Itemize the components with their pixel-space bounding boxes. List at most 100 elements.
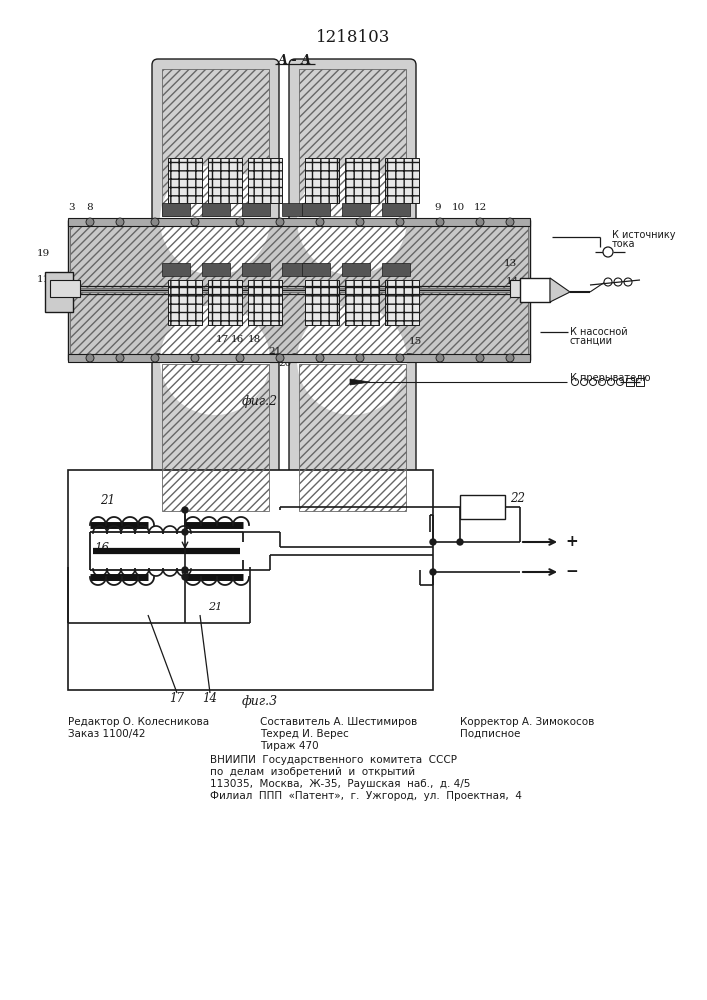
Text: 16: 16	[95, 542, 110, 554]
Text: фиг.3: фиг.3	[242, 696, 278, 708]
Bar	[68, 354, 530, 362]
Circle shape	[604, 278, 612, 286]
Circle shape	[603, 247, 613, 257]
Text: Корректор А. Зимокосов: Корректор А. Зимокосов	[460, 717, 595, 727]
Text: 15: 15	[409, 338, 421, 347]
Text: 17: 17	[170, 692, 185, 704]
Text: Составитель А. Шестимиров: Составитель А. Шестимиров	[260, 717, 417, 727]
Circle shape	[396, 218, 404, 226]
Circle shape	[182, 507, 188, 513]
Bar	[208, 280, 242, 325]
Bar	[636, 378, 644, 386]
Text: К прерывателю: К прерывателю	[570, 373, 650, 383]
Text: 1218103: 1218103	[316, 28, 390, 45]
Text: 3: 3	[69, 202, 76, 212]
FancyBboxPatch shape	[289, 59, 416, 226]
Bar	[385, 280, 419, 325]
Bar	[248, 158, 282, 203]
Text: А - А: А - А	[278, 53, 312, 66]
Text: Подписное: Подписное	[460, 729, 520, 739]
Bar	[168, 280, 202, 325]
Text: Редактор О. Колесникова: Редактор О. Колесникова	[68, 717, 209, 727]
Circle shape	[316, 218, 324, 226]
Text: 17: 17	[216, 336, 228, 344]
Bar	[242, 203, 270, 216]
Bar	[68, 290, 530, 360]
Bar	[68, 470, 433, 690]
Circle shape	[436, 218, 444, 226]
Bar	[302, 203, 330, 216]
Text: 13: 13	[503, 259, 517, 268]
Circle shape	[476, 354, 484, 362]
Circle shape	[182, 529, 188, 535]
FancyBboxPatch shape	[152, 354, 279, 521]
Text: 16: 16	[230, 336, 244, 344]
FancyBboxPatch shape	[289, 354, 416, 521]
Text: 21: 21	[269, 348, 281, 357]
Bar	[385, 158, 419, 203]
Text: 21: 21	[100, 493, 115, 506]
Text: тока: тока	[612, 239, 636, 249]
Circle shape	[160, 305, 270, 415]
Text: Филиал  ППП  «Патент»,  г.  Ужгород,  ул.  Проектная,  4: Филиал ППП «Патент», г. Ужгород, ул. Про…	[210, 791, 522, 801]
Text: станции: станции	[570, 336, 613, 346]
Bar	[162, 263, 190, 276]
Polygon shape	[550, 278, 570, 302]
Bar	[168, 158, 202, 203]
Circle shape	[236, 218, 244, 226]
Text: Тираж 470: Тираж 470	[260, 741, 319, 751]
Text: 19: 19	[36, 249, 49, 258]
Bar	[382, 203, 410, 216]
Bar	[510, 280, 535, 297]
Bar	[282, 203, 310, 216]
Text: +: +	[565, 534, 578, 550]
Text: Техред И. Верес: Техред И. Верес	[260, 729, 349, 739]
Circle shape	[506, 218, 514, 226]
Circle shape	[182, 567, 188, 573]
Text: К источнику: К источнику	[612, 230, 675, 240]
Bar	[282, 263, 310, 276]
Text: 20: 20	[279, 359, 291, 367]
Circle shape	[236, 354, 244, 362]
Circle shape	[624, 278, 632, 286]
Circle shape	[430, 569, 436, 575]
Bar	[345, 280, 379, 325]
Circle shape	[356, 218, 364, 226]
Text: 11: 11	[36, 275, 49, 284]
Bar	[520, 278, 550, 302]
Bar	[70, 292, 528, 358]
Text: К насосной: К насосной	[570, 327, 628, 337]
Circle shape	[191, 218, 199, 226]
Bar	[342, 263, 370, 276]
Bar	[208, 158, 242, 203]
Circle shape	[476, 218, 484, 226]
Circle shape	[182, 574, 188, 580]
Text: Заказ 1100/42: Заказ 1100/42	[68, 729, 146, 739]
Text: 21: 21	[208, 602, 222, 612]
Bar	[305, 280, 339, 325]
Text: 113035,  Москва,  Ж-35,  Раушская  наб.,  д. 4/5: 113035, Москва, Ж-35, Раушская наб., д. …	[210, 779, 470, 789]
Bar	[382, 263, 410, 276]
Bar	[302, 263, 330, 276]
Circle shape	[151, 354, 159, 362]
Bar	[202, 263, 230, 276]
FancyBboxPatch shape	[152, 59, 279, 226]
Bar	[202, 203, 230, 216]
Circle shape	[151, 218, 159, 226]
Circle shape	[297, 305, 407, 415]
Circle shape	[86, 354, 94, 362]
Text: 8: 8	[87, 202, 93, 212]
Circle shape	[436, 354, 444, 362]
Circle shape	[276, 218, 284, 226]
Bar	[162, 69, 269, 216]
Bar	[299, 364, 406, 511]
Circle shape	[430, 539, 436, 545]
Circle shape	[191, 354, 199, 362]
Bar	[626, 378, 634, 386]
Circle shape	[316, 354, 324, 362]
Circle shape	[506, 354, 514, 362]
Circle shape	[356, 354, 364, 362]
Bar	[342, 203, 370, 216]
Text: 12: 12	[474, 202, 486, 212]
Bar	[305, 158, 339, 203]
